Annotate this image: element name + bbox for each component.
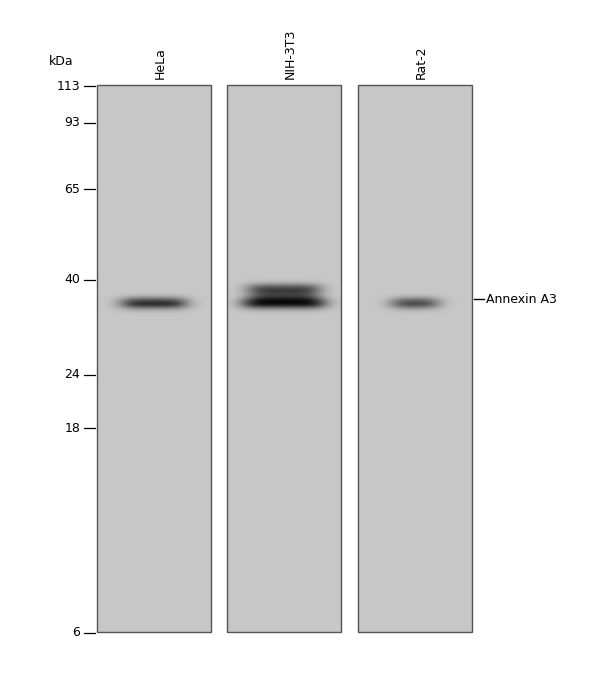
Text: 65: 65 [64, 183, 80, 196]
Text: HeLa: HeLa [154, 47, 166, 79]
Text: 6: 6 [72, 626, 80, 639]
Bar [96, 85, 211, 631]
Text: Rat-2: Rat-2 [414, 46, 427, 79]
Bar [358, 85, 472, 631]
Text: NIH-3T3: NIH-3T3 [284, 29, 297, 79]
Text: 24: 24 [65, 368, 80, 381]
Text: 93: 93 [65, 116, 80, 129]
Text: kDa: kDa [49, 55, 73, 68]
Text: 18: 18 [64, 422, 80, 435]
Text: 40: 40 [64, 273, 80, 286]
Text: Annexin A3: Annexin A3 [486, 293, 557, 306]
Text: 113: 113 [56, 80, 80, 93]
Bar [227, 85, 341, 631]
